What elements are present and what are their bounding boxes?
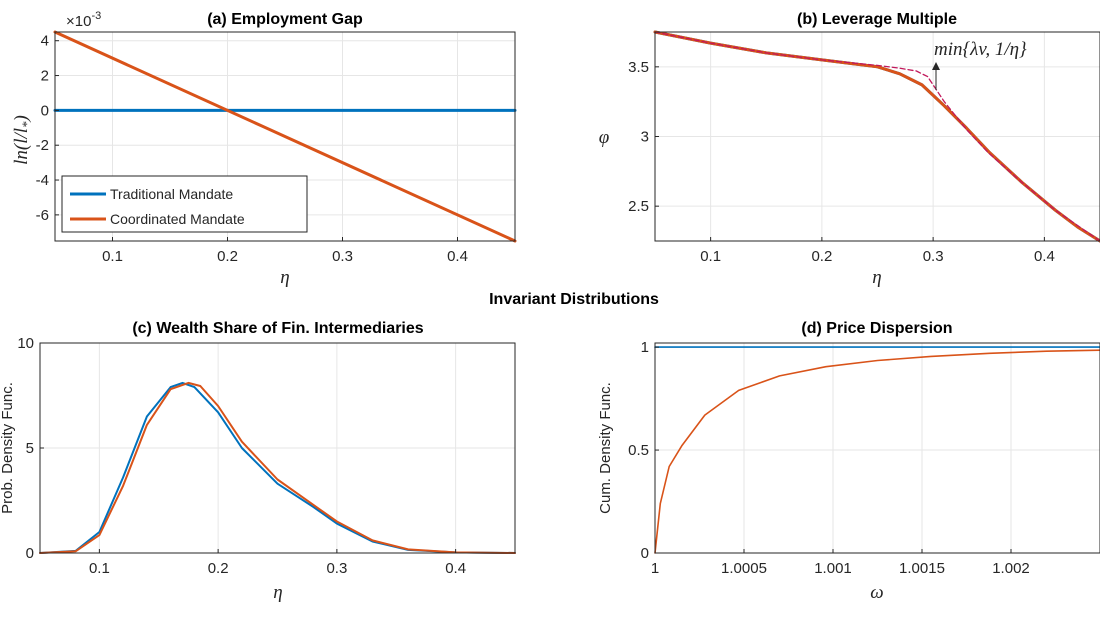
x-tick-label: 1.0015 bbox=[899, 560, 945, 577]
y-axis-label: φ bbox=[599, 127, 610, 148]
y-axis-label: ln(l/l*) bbox=[11, 115, 34, 165]
chart-title: (d) Price Dispersion bbox=[801, 320, 952, 337]
figure-title: Invariant Distributions bbox=[489, 291, 659, 308]
y-tick-label: -6 bbox=[36, 207, 49, 224]
legend-label-coordinated: Coordinated Mandate bbox=[110, 211, 245, 227]
y-tick-label: 3 bbox=[641, 129, 649, 146]
x-axis-label: η bbox=[273, 582, 282, 603]
legend-label-traditional: Traditional Mandate bbox=[110, 186, 233, 202]
legend: Traditional Mandate Coordinated Mandate bbox=[61, 175, 308, 233]
chart-title: (a) Employment Gap bbox=[207, 11, 363, 28]
y-tick-label: -2 bbox=[36, 137, 49, 154]
x-axis-label: ω bbox=[870, 582, 883, 603]
x-tick-label: 1 bbox=[651, 560, 659, 577]
x-tick-label: 0.1 bbox=[700, 248, 721, 265]
x-tick-label: 0.2 bbox=[811, 248, 832, 265]
x-tick-label: 1.0005 bbox=[721, 560, 767, 577]
series-line-2 bbox=[654, 349, 1100, 554]
x-axis-label: η bbox=[872, 267, 881, 288]
y-axis-label: Prob. Density Func. bbox=[0, 382, 16, 514]
chart-title: (c) Wealth Share of Fin. Intermediaries bbox=[132, 320, 423, 337]
series-line-2 bbox=[39, 381, 516, 554]
legend-box bbox=[61, 175, 308, 233]
x-tick-label: 1.002 bbox=[992, 560, 1030, 577]
x-tick-label: 0.4 bbox=[1034, 248, 1055, 265]
x-axis-label: η bbox=[280, 267, 289, 288]
x-tick-label: 0.4 bbox=[445, 560, 466, 577]
y-tick-label: 4 bbox=[41, 33, 49, 50]
x-tick-label: 0.1 bbox=[89, 560, 110, 577]
y-tick-label: 10 bbox=[17, 335, 34, 352]
y-exponent-label: ×10-3 bbox=[66, 10, 101, 30]
series-line-1 bbox=[39, 381, 516, 554]
y-tick-label: 0 bbox=[26, 545, 34, 562]
y-tick-label: 0.5 bbox=[628, 442, 649, 459]
y-tick-label: 5 bbox=[26, 440, 34, 457]
chart-title: (b) Leverage Multiple bbox=[797, 11, 957, 28]
panel-price-dispersion: 1 1.0005 1.001 1.0015 1.002 1 0.5 0 (d) Price D… bbox=[597, 320, 1100, 603]
x-tick-label: 0.1 bbox=[102, 248, 123, 265]
y-tick-label: -4 bbox=[36, 172, 49, 189]
y-axis-label: Cum. Density Func. bbox=[597, 382, 614, 514]
x-tick-label: 1.001 bbox=[814, 560, 852, 577]
annotation-arrowhead bbox=[932, 62, 940, 70]
y-tick-label: 0 bbox=[641, 545, 649, 562]
y-tick-label: 2 bbox=[41, 68, 49, 85]
panel-wealth-share: 0.1 0.2 0.3 0.4 10 5 0 (c) Wealth Share of Fin… bbox=[0, 320, 516, 603]
x-tick-label: 0.3 bbox=[923, 248, 944, 265]
series-line-3 bbox=[654, 31, 1100, 242]
y-tick-label: 0 bbox=[41, 102, 49, 119]
series-line-2 bbox=[53, 30, 517, 243]
panel-leverage-multiple: 0.1 0.2 0.3 0.4 3.5 3 2.5 (b) Leverage Multipl… bbox=[599, 11, 1100, 288]
x-tick-label: 0.2 bbox=[208, 560, 229, 577]
x-tick-label: 0.3 bbox=[332, 248, 353, 265]
y-tick-label: 2.5 bbox=[628, 198, 649, 215]
x-tick-label: 0.3 bbox=[326, 560, 347, 577]
x-tick-label: 0.2 bbox=[217, 248, 238, 265]
y-tick-label: 3.5 bbox=[628, 59, 649, 76]
y-tick-label: 1 bbox=[641, 339, 649, 356]
annotation-label: min{λv, 1/η} bbox=[934, 39, 1027, 60]
panel-employment-gap: 0.1 0.2 0.3 0.4 4 2 0 -2 -4 -6 (a) Employment Gap… bbox=[11, 10, 517, 288]
x-tick-label: 0.4 bbox=[447, 248, 468, 265]
